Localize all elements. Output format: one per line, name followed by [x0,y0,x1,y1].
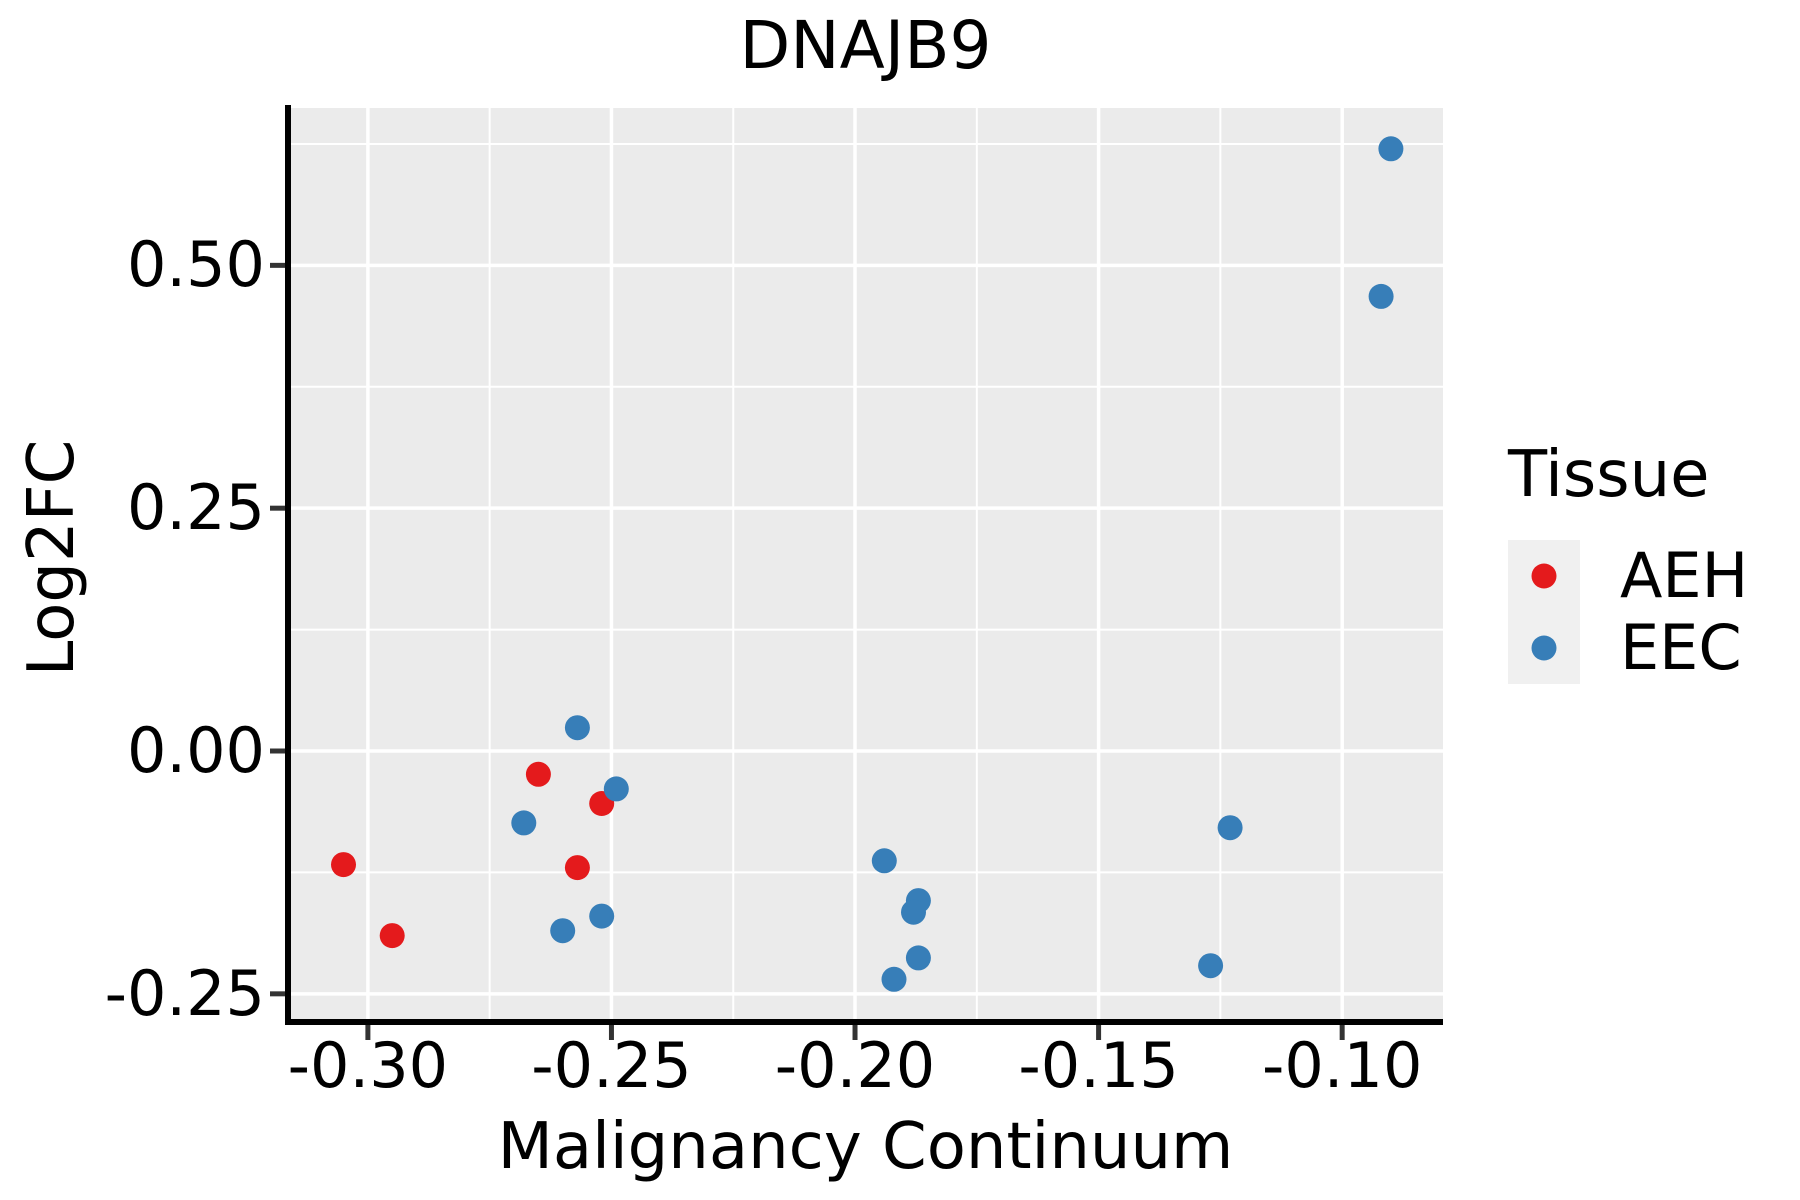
y-tick-label: 0.25 [126,471,265,545]
legend-title: Tissue [1508,438,1710,512]
legend-entries: AEH EEC [1508,538,1749,684]
point-eec [564,715,590,741]
legend-entry-aeh: AEH [1508,538,1749,612]
point-aeh [525,761,551,787]
point-aeh [331,852,356,878]
point-eec [589,903,615,929]
legend-dot-eec [1531,635,1557,661]
y-tick-label: -0.25 [104,956,265,1030]
x-tick-label: -0.25 [531,1029,692,1102]
chart-title: DNAJB9 [739,7,992,84]
point-eec [1378,136,1404,162]
point-aeh [379,923,405,949]
point-eec [881,966,907,992]
point-eec [550,918,576,944]
x-tick-label: -0.20 [774,1029,936,1102]
point-eec [901,899,926,925]
legend-label: AEH [1620,538,1749,612]
point-eec [1198,953,1224,979]
point-eec [511,810,537,836]
x-tick-label: -0.15 [1018,1029,1179,1102]
y-tick-label: 0.00 [126,714,265,787]
y-tick-label: 0.50 [126,228,265,302]
point-eec [1217,815,1243,841]
plot-panel [288,108,1443,1022]
point-eec [1368,283,1394,309]
point-aeh [564,855,590,881]
legend-label: EEC [1620,610,1742,684]
point-eec [905,945,931,971]
x-tick-label: -0.10 [1261,1029,1423,1102]
point-eec [871,848,897,874]
legend-key [1508,539,1580,612]
legend-entry-eec: EEC [1508,610,1748,684]
legend-dot-aeh [1531,563,1557,589]
y-axis-title: Log2FC [15,439,89,677]
x-tick-label: -0.30 [287,1029,449,1102]
legend: Tissue AEH EEC [1508,437,1748,684]
x-axis-title: Malignancy Continuum [497,1110,1234,1184]
point-eec [603,776,629,802]
legend-key [1508,611,1580,684]
